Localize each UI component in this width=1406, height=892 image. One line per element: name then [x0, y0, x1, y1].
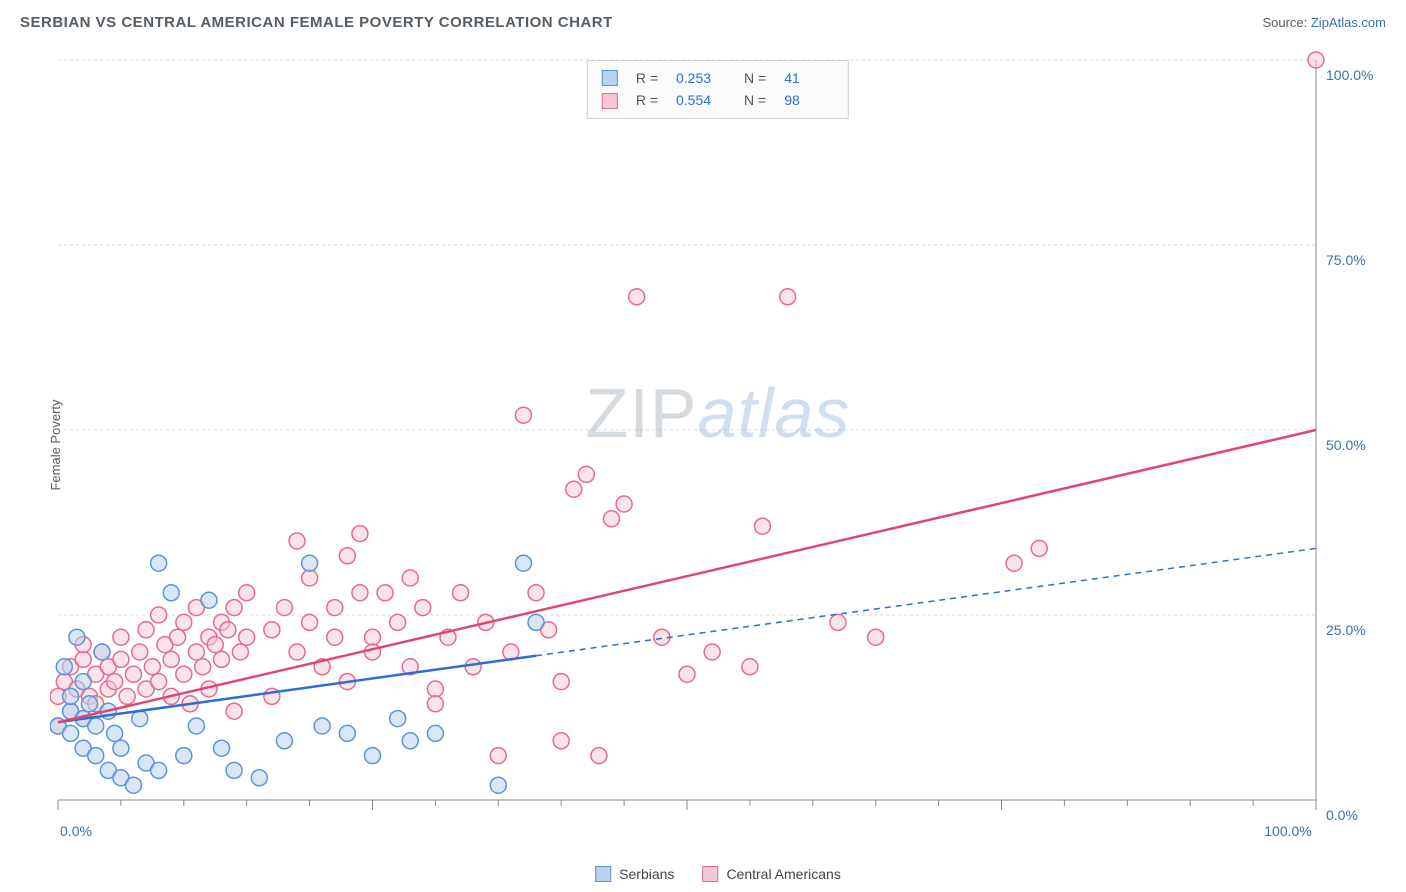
n-value-central: 98	[784, 89, 834, 111]
chart-header: SERBIAN VS CENTRAL AMERICAN FEMALE POVER…	[0, 0, 1406, 39]
legend-stats-row-serbians: R = 0.253 N = 41	[602, 67, 834, 89]
chart-title: SERBIAN VS CENTRAL AMERICAN FEMALE POVER…	[20, 14, 613, 31]
svg-text:100.0%: 100.0%	[1326, 67, 1373, 83]
scatter-plot-svg: 0.0% 25.0% 50.0% 75.0% 100.0% 0.0% 100.0%	[50, 50, 1386, 840]
n-value-serbians: 41	[784, 67, 834, 89]
legend-item-central: Central Americans	[702, 866, 840, 882]
legend-swatch-central	[602, 93, 618, 109]
chart-source: Source: ZipAtlas.com	[1262, 15, 1386, 30]
chart-area: Female Poverty 0.0% 25.0% 50.0% 75.0% 100.0%…	[50, 50, 1386, 840]
svg-text:0.0%: 0.0%	[1326, 807, 1358, 823]
legend-swatch-central-bottom	[702, 866, 718, 882]
legend-swatch-serbians	[602, 70, 618, 86]
r-value-serbians: 0.253	[676, 67, 726, 89]
svg-text:0.0%: 0.0%	[60, 823, 92, 839]
svg-text:75.0%: 75.0%	[1326, 252, 1366, 268]
svg-text:100.0%: 100.0%	[1264, 823, 1311, 839]
legend-item-serbians: Serbians	[595, 866, 674, 882]
y-axis-label: Female Poverty	[48, 399, 63, 490]
r-value-central: 0.554	[676, 89, 726, 111]
svg-text:50.0%: 50.0%	[1326, 437, 1366, 453]
legend-stats-row-central: R = 0.554 N = 98	[602, 89, 834, 111]
legend-stats: R = 0.253 N = 41 R = 0.554 N = 98	[587, 60, 849, 119]
legend-series: Serbians Central Americans	[595, 866, 841, 882]
source-link[interactable]: ZipAtlas.com	[1311, 15, 1386, 30]
legend-swatch-serbians-bottom	[595, 866, 611, 882]
svg-text:25.0%: 25.0%	[1326, 622, 1366, 638]
